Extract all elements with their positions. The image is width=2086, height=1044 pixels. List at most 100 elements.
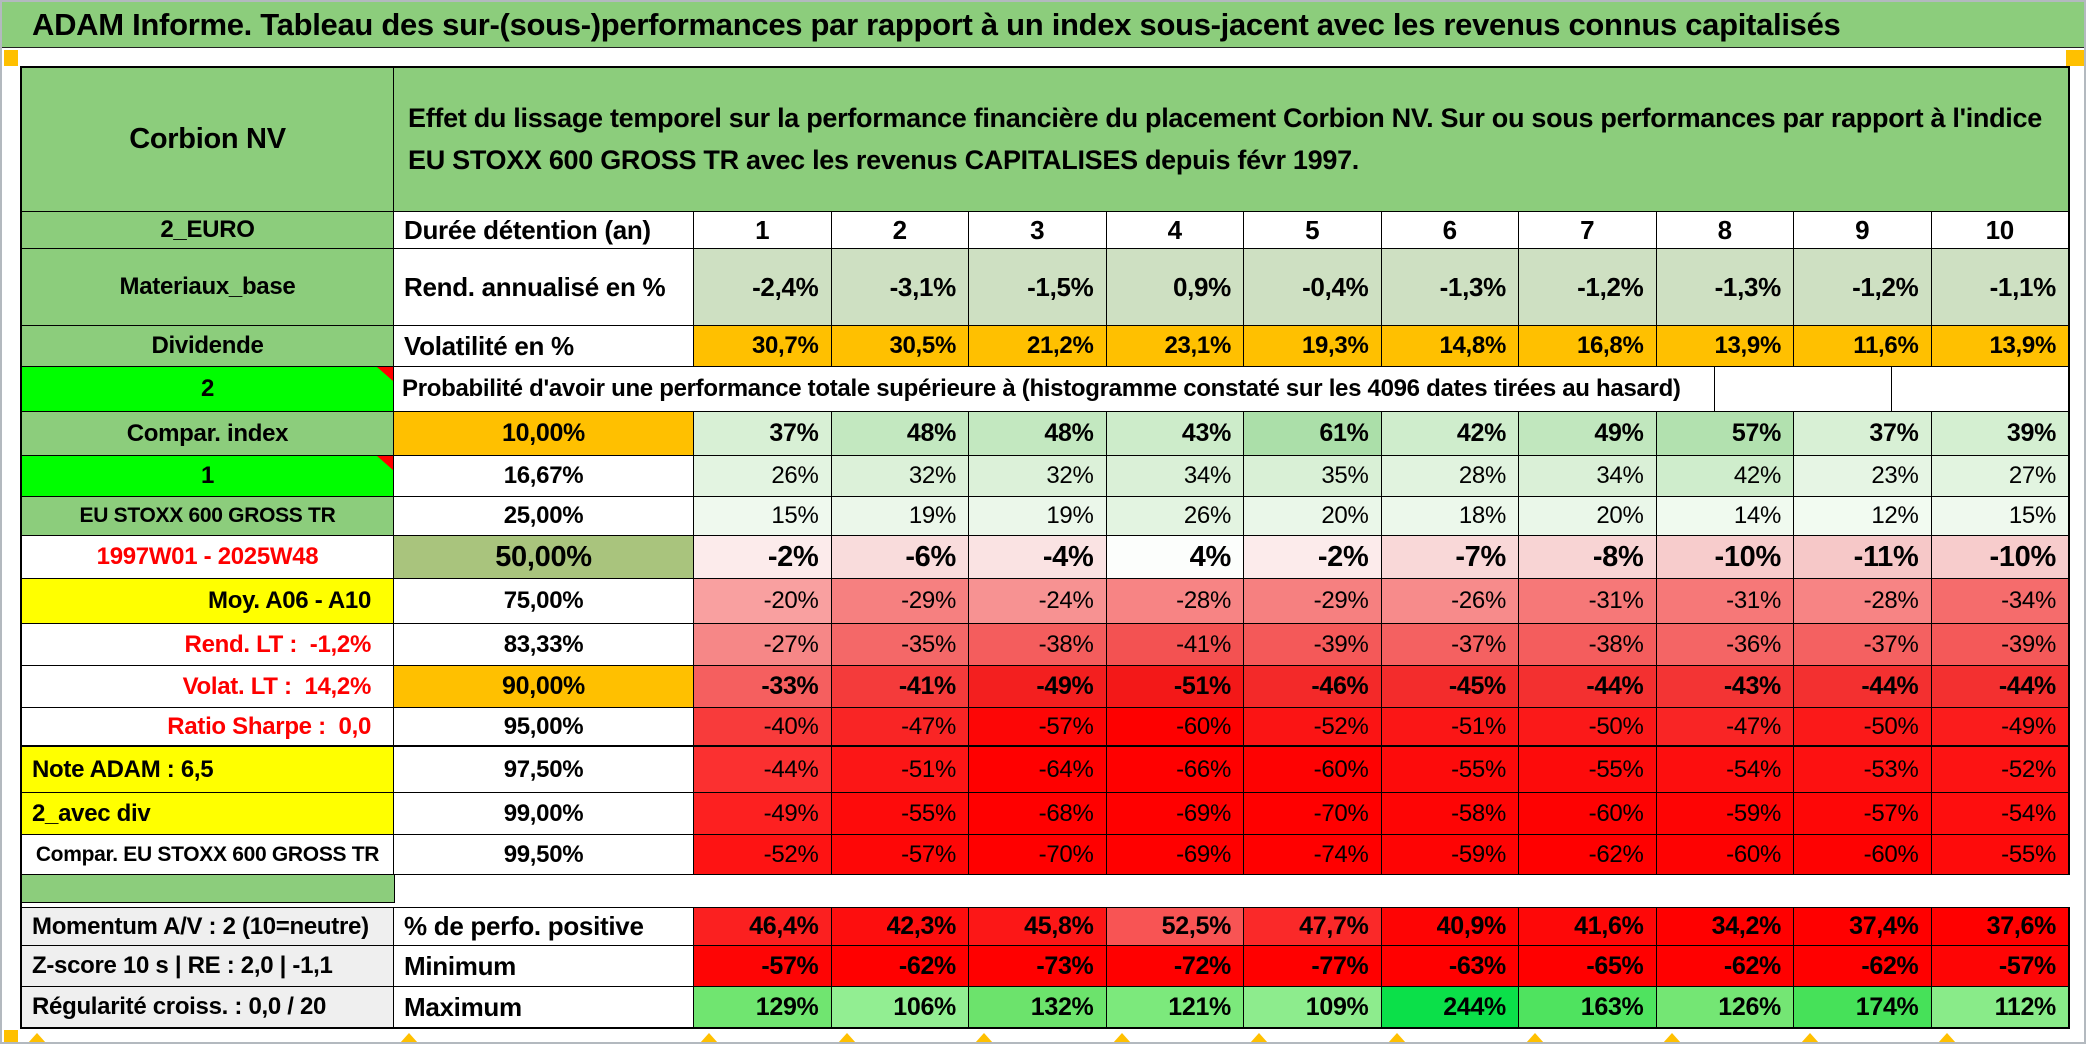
row-label-cell[interactable]: 1 bbox=[22, 456, 394, 497]
value-cell[interactable]: -47% bbox=[831, 708, 969, 747]
value-cell[interactable]: 19,3% bbox=[1244, 326, 1382, 367]
value-cell[interactable]: -2% bbox=[1244, 536, 1382, 579]
value-cell[interactable]: -55% bbox=[1381, 747, 1519, 793]
value-cell[interactable]: 40,9% bbox=[1381, 907, 1519, 946]
value-cell[interactable]: -74% bbox=[1244, 835, 1382, 875]
column-header-cell[interactable]: 10 bbox=[1931, 212, 2070, 249]
value-cell[interactable]: -52% bbox=[1244, 708, 1382, 747]
value-cell[interactable]: -39% bbox=[1244, 624, 1382, 666]
row-label-cell[interactable]: 2_EURO bbox=[22, 212, 394, 249]
value-cell[interactable]: -10% bbox=[1931, 536, 2070, 579]
sub-label-cell[interactable]: Durée détention (an) bbox=[394, 212, 694, 249]
value-cell[interactable]: -51% bbox=[1381, 708, 1519, 747]
value-cell[interactable]: -41% bbox=[831, 666, 969, 708]
value-cell[interactable]: 16,8% bbox=[1519, 326, 1657, 367]
value-cell[interactable]: 32% bbox=[969, 456, 1107, 497]
value-cell[interactable]: -35% bbox=[831, 624, 969, 666]
value-cell[interactable]: -60% bbox=[1794, 835, 1932, 875]
value-cell[interactable]: 19% bbox=[831, 497, 969, 536]
value-cell[interactable]: 14,8% bbox=[1381, 326, 1519, 367]
value-cell[interactable]: -44% bbox=[1931, 666, 2070, 708]
value-cell[interactable]: 20% bbox=[1519, 497, 1657, 536]
value-cell[interactable]: -38% bbox=[1519, 624, 1657, 666]
value-cell[interactable]: 37% bbox=[1794, 412, 1932, 456]
value-cell[interactable]: 244% bbox=[1381, 987, 1519, 1029]
column-header-cell[interactable]: 5 bbox=[1244, 212, 1382, 249]
value-cell[interactable]: -37% bbox=[1794, 624, 1932, 666]
row-label-cell[interactable]: Compar. EU STOXX 600 GROSS TR bbox=[22, 835, 394, 875]
column-header-cell[interactable]: 9 bbox=[1794, 212, 1932, 249]
value-cell[interactable]: -50% bbox=[1794, 708, 1932, 747]
value-cell[interactable]: -1,3% bbox=[1381, 249, 1519, 326]
row-label-cell[interactable]: Note ADAM : 6,5 bbox=[22, 747, 394, 793]
sub-label-cell[interactable]: 25,00% bbox=[394, 497, 694, 536]
value-cell[interactable]: -7% bbox=[1381, 536, 1519, 579]
value-cell[interactable]: -64% bbox=[969, 747, 1107, 793]
value-cell[interactable]: -39% bbox=[1931, 624, 2070, 666]
value-cell[interactable]: 11,6% bbox=[1794, 326, 1932, 367]
value-cell[interactable]: -77% bbox=[1244, 946, 1382, 987]
value-cell[interactable]: -31% bbox=[1656, 579, 1794, 624]
column-header-cell[interactable]: 1 bbox=[694, 212, 832, 249]
value-cell[interactable]: -50% bbox=[1519, 708, 1657, 747]
value-cell[interactable]: -60% bbox=[1244, 747, 1382, 793]
value-cell[interactable]: -69% bbox=[1106, 835, 1244, 875]
value-cell[interactable]: -54% bbox=[1931, 793, 2070, 835]
value-cell[interactable]: 26% bbox=[1106, 497, 1244, 536]
sub-label-cell[interactable]: 10,00% bbox=[394, 412, 694, 456]
row-label-cell[interactable]: 1997W01 - 2025W48 bbox=[22, 536, 394, 579]
sub-label-cell[interactable]: Rend. annualisé en % bbox=[394, 249, 694, 326]
value-cell[interactable]: -73% bbox=[969, 946, 1107, 987]
value-cell[interactable]: -65% bbox=[1519, 946, 1657, 987]
value-cell[interactable]: -70% bbox=[1244, 793, 1382, 835]
value-cell[interactable]: 106% bbox=[831, 987, 969, 1029]
value-cell[interactable]: -55% bbox=[831, 793, 969, 835]
value-cell[interactable]: 121% bbox=[1106, 987, 1244, 1029]
value-cell[interactable]: -1,5% bbox=[969, 249, 1107, 326]
value-cell[interactable]: 28% bbox=[1381, 456, 1519, 497]
value-cell[interactable]: -44% bbox=[1794, 666, 1932, 708]
value-cell[interactable]: 19% bbox=[969, 497, 1107, 536]
row-label-cell[interactable]: Z-score 10 s | RE : 2,0 | -1,1 bbox=[22, 946, 394, 987]
value-cell[interactable]: -44% bbox=[694, 747, 832, 793]
value-cell[interactable]: -1,2% bbox=[1794, 249, 1932, 326]
value-cell[interactable]: 18% bbox=[1381, 497, 1519, 536]
value-cell[interactable]: -8% bbox=[1519, 536, 1657, 579]
value-cell[interactable]: -2% bbox=[694, 536, 832, 579]
value-cell[interactable]: 37,6% bbox=[1931, 907, 2070, 946]
value-cell[interactable]: -0,4% bbox=[1244, 249, 1382, 326]
value-cell[interactable]: -58% bbox=[1381, 793, 1519, 835]
value-cell[interactable]: 48% bbox=[969, 412, 1107, 456]
prob-title-cell[interactable]: Probabilité d'avoir une performance tota… bbox=[394, 367, 1715, 412]
value-cell[interactable]: 126% bbox=[1656, 987, 1794, 1029]
value-cell[interactable]: -62% bbox=[1794, 946, 1932, 987]
value-cell[interactable]: 42% bbox=[1656, 456, 1794, 497]
value-cell[interactable]: 163% bbox=[1519, 987, 1657, 1029]
value-cell[interactable]: -69% bbox=[1106, 793, 1244, 835]
sub-label-cell[interactable]: % de perfo. positive bbox=[394, 907, 694, 946]
value-cell[interactable]: -29% bbox=[1244, 579, 1382, 624]
value-cell[interactable]: -33% bbox=[694, 666, 832, 708]
value-cell[interactable]: -27% bbox=[694, 624, 832, 666]
value-cell[interactable]: 15% bbox=[694, 497, 832, 536]
value-cell[interactable]: 48% bbox=[831, 412, 969, 456]
value-cell[interactable]: -55% bbox=[1931, 835, 2070, 875]
value-cell[interactable]: -66% bbox=[1106, 747, 1244, 793]
column-header-cell[interactable]: 4 bbox=[1106, 212, 1244, 249]
value-cell[interactable]: 37,4% bbox=[1794, 907, 1932, 946]
value-cell[interactable]: -59% bbox=[1381, 835, 1519, 875]
value-cell[interactable]: -28% bbox=[1794, 579, 1932, 624]
sub-label-cell[interactable]: 16,67% bbox=[394, 456, 694, 497]
value-cell[interactable]: -38% bbox=[969, 624, 1107, 666]
sub-label-cell[interactable]: 90,00% bbox=[394, 666, 694, 708]
row-label-cell[interactable]: Moy. A06 - A10 bbox=[22, 579, 394, 624]
description-cell[interactable]: Effet du lissage temporel sur la perform… bbox=[394, 68, 2070, 212]
column-header-cell[interactable]: 2 bbox=[831, 212, 969, 249]
sub-label-cell[interactable]: 99,00% bbox=[394, 793, 694, 835]
value-cell[interactable]: -72% bbox=[1106, 946, 1244, 987]
value-cell[interactable]: 43% bbox=[1106, 412, 1244, 456]
row-label-cell[interactable]: Régularité croiss. : 0,0 / 20 bbox=[22, 987, 394, 1029]
value-cell[interactable]: 109% bbox=[1244, 987, 1382, 1029]
value-cell[interactable]: -36% bbox=[1656, 624, 1794, 666]
value-cell[interactable]: 13,9% bbox=[1931, 326, 2070, 367]
